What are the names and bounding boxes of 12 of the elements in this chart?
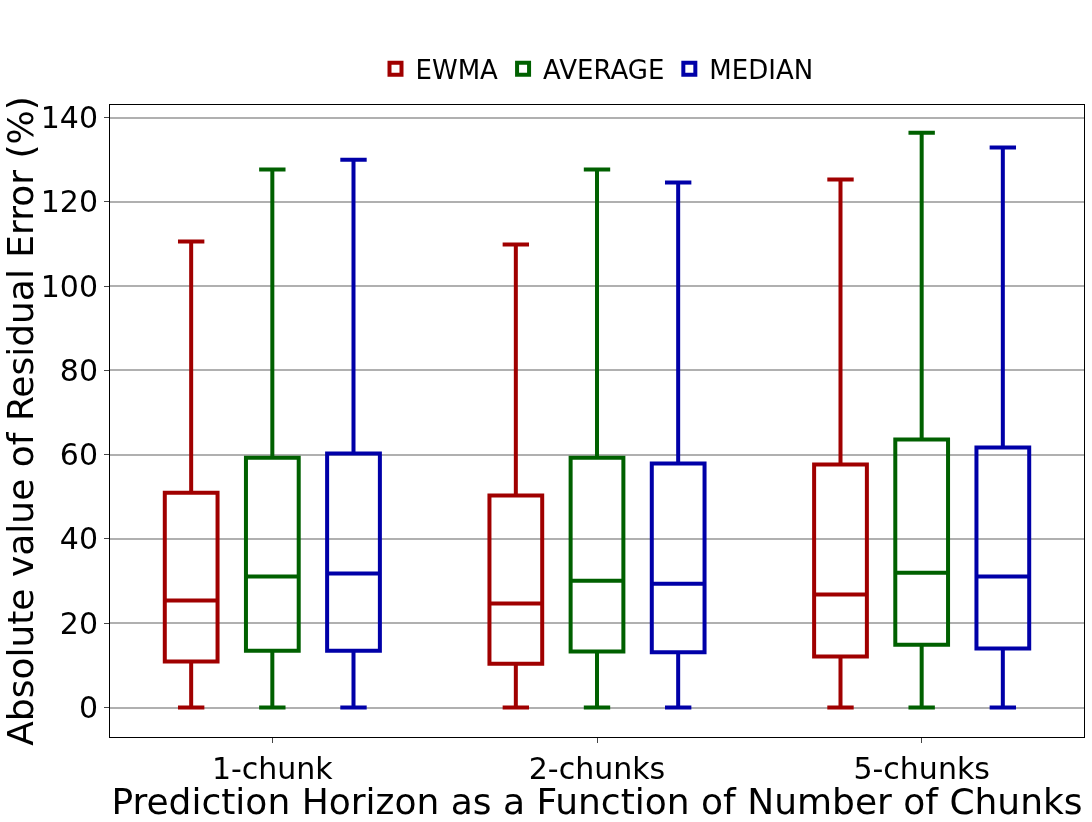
y-tick-label: 60	[59, 437, 98, 473]
y-tick-label: 100	[40, 268, 98, 304]
legend-label: AVERAGE	[543, 54, 665, 85]
legend-label: EWMA	[415, 54, 499, 85]
y-tick-label: 140	[40, 100, 98, 136]
y-tick-label: 20	[59, 605, 98, 641]
y-tick-label: 0	[78, 690, 98, 726]
y-tick-label: 120	[40, 184, 98, 220]
legend-label: MEDIAN	[709, 54, 814, 85]
y-tick-label: 80	[59, 352, 98, 388]
y-axis-title: Absolute value of Residual Error (%)	[0, 96, 41, 746]
y-tick-label: 40	[59, 521, 98, 557]
